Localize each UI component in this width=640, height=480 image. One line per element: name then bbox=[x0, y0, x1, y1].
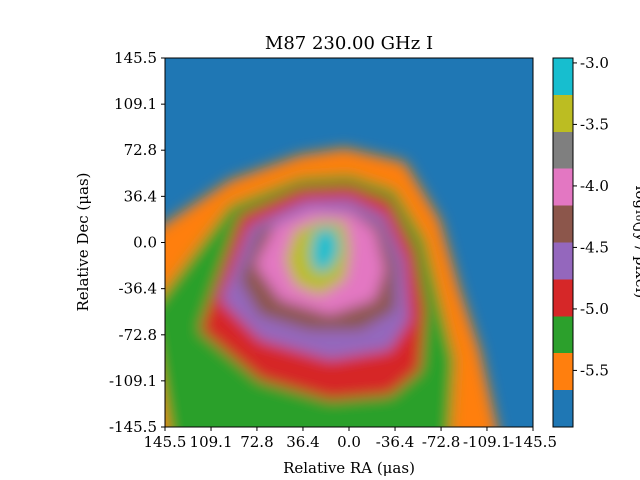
colorbar-tick-label: -4.5 bbox=[580, 238, 609, 256]
colorbar-tick-label: -5.0 bbox=[580, 300, 609, 318]
y-tick-label: 145.5 bbox=[114, 49, 157, 67]
y-tick-label: 72.8 bbox=[124, 141, 157, 159]
colorbar-tick-label: -3.5 bbox=[580, 115, 609, 133]
x-tick-label: 72.8 bbox=[240, 433, 273, 451]
y-tick-label: 109.1 bbox=[114, 95, 157, 113]
x-tick-label: -72.8 bbox=[422, 433, 460, 451]
x-tick-label: 145.5 bbox=[144, 433, 187, 451]
y-tick-label: -36.4 bbox=[119, 280, 157, 298]
colorbar bbox=[552, 57, 574, 428]
chart-title: M87 230.00 GHz I bbox=[265, 33, 433, 54]
y-axis-label: Relative Dec (μas) bbox=[74, 172, 92, 311]
x-tick-label: 0.0 bbox=[337, 433, 361, 451]
x-tick-label: 36.4 bbox=[286, 433, 319, 451]
y-tick-label: -145.5 bbox=[109, 418, 157, 436]
x-axis-label: Relative RA (μas) bbox=[283, 459, 415, 477]
colorbar-tick-label: -5.5 bbox=[580, 361, 609, 379]
x-tick-label: -36.4 bbox=[376, 433, 414, 451]
image bbox=[165, 58, 533, 427]
colorbar-label: log₁₀(Jy / pixel) bbox=[632, 186, 640, 299]
colorbar-tick-label: -3.0 bbox=[580, 54, 609, 72]
x-tick-label: -145.5 bbox=[509, 433, 557, 451]
x-tick-label: 109.1 bbox=[190, 433, 233, 451]
y-tick-label: -109.1 bbox=[109, 372, 157, 390]
y-tick-label: -72.8 bbox=[119, 326, 157, 344]
x-tick-label: -109.1 bbox=[463, 433, 511, 451]
y-tick-label: 36.4 bbox=[124, 187, 157, 205]
y-tick-label: 0.0 bbox=[133, 234, 157, 252]
colorbar-tick-label: -4.0 bbox=[580, 177, 609, 195]
